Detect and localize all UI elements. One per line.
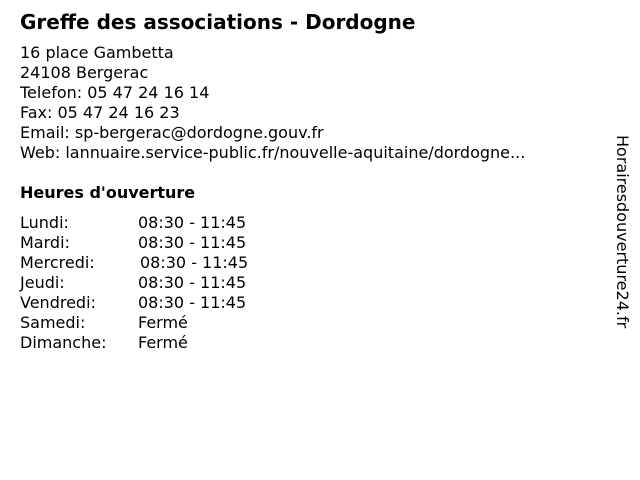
hours-heading: Heures d'ouverture (20, 183, 196, 202)
day: Dimanche: (20, 333, 107, 352)
time: 08:30 - 11:45 (138, 293, 247, 312)
day: Samedi: (20, 313, 86, 332)
day: Vendredi: (20, 293, 96, 312)
page-title: Greffe des associations - Dordogne (20, 10, 416, 34)
fax: Fax: 05 47 24 16 23 (20, 103, 180, 122)
site-watermark: Horairesdouverture24.fr (613, 135, 632, 329)
day: Lundi: (20, 213, 69, 232)
time: 08:30 - 11:45 (140, 253, 249, 272)
website: Web: lannuaire.service-public.fr/nouvell… (20, 143, 526, 162)
hours-row: Lundi: 08:30 - 11:45 (20, 213, 248, 233)
hours-table: Lundi: 08:30 - 11:45 Mardi: 08:30 - 11:45 … (20, 213, 248, 353)
hours-row: Mercredi: 08:30 - 11:45 (20, 253, 248, 273)
hours-row: Jeudi: 08:30 - 11:45 (20, 273, 248, 293)
hours-row: Samedi: Fermé (20, 313, 248, 333)
time: Fermé (138, 333, 188, 352)
email: Email: sp-bergerac@dordogne.gouv.fr (20, 123, 324, 142)
time: Fermé (138, 313, 188, 332)
day: Mardi: (20, 233, 70, 252)
day: Jeudi: (20, 273, 65, 292)
hours-row: Mardi: 08:30 - 11:45 (20, 233, 248, 253)
day: Mercredi: (20, 253, 95, 272)
time: 08:30 - 11:45 (138, 273, 247, 292)
time: 08:30 - 11:45 (138, 233, 247, 252)
hours-row: Dimanche: Fermé (20, 333, 248, 353)
street: 16 place Gambetta (20, 43, 174, 62)
phone: Telefon: 05 47 24 16 14 (20, 83, 210, 102)
address-block: 16 place Gambetta 24108 Bergerac Telefon… (20, 43, 525, 163)
hours-row: Vendredi: 08:30 - 11:45 (20, 293, 248, 313)
time: 08:30 - 11:45 (138, 213, 247, 232)
city: 24108 Bergerac (20, 63, 149, 82)
